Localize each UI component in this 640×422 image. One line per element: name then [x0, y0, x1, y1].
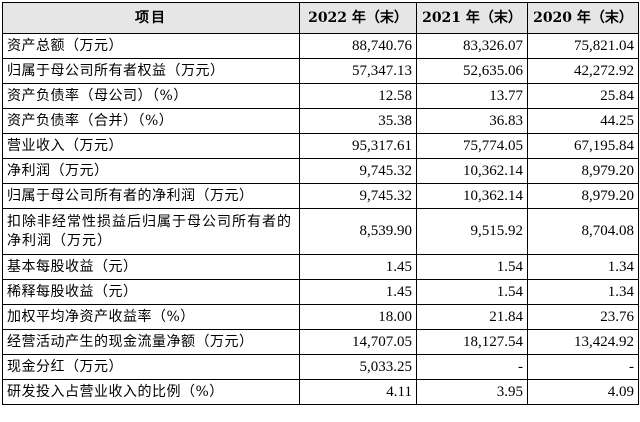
value-2021: 52,635.06 [416, 58, 528, 84]
row-label: 净利润（万元） [2, 158, 300, 184]
value-2020: 13,424.92 [527, 329, 639, 355]
value-2022: 5,033.25 [299, 354, 417, 380]
row-label: 基本每股收益（元） [2, 254, 300, 280]
table-row: 资产负债率（合并）（%） 35.38 36.83 44.25 [2, 108, 639, 134]
value-2021: 75,774.05 [416, 133, 528, 159]
row-label: 研发投入占营业收入的比例（%） [2, 379, 300, 405]
row-label: 资产总额（万元） [2, 33, 300, 59]
row-label: 归属于母公司所有者权益（万元） [2, 58, 300, 84]
table-row: 资产总额（万元） 88,740.76 83,326.07 75,821.04 [2, 33, 639, 59]
value-2022: 9,745.32 [299, 183, 417, 209]
table-row: 现金分红（万元） 5,033.25 - - [2, 354, 639, 380]
table-header-row: 项目 2022 年（末） 2021 年（末） 2020 年（末） [2, 2, 639, 34]
value-2020: 23.76 [527, 304, 639, 330]
value-2021: 10,362.14 [416, 158, 528, 184]
header-year-2022: 2022 年（末） [299, 2, 417, 34]
table-row: 基本每股收益（元） 1.45 1.54 1.34 [2, 254, 639, 280]
value-2020: 8,979.20 [527, 183, 639, 209]
value-2022: 1.45 [299, 254, 417, 280]
row-label: 稀释每股收益（元） [2, 279, 300, 305]
row-label: 加权平均净资产收益率（%） [2, 304, 300, 330]
row-label: 资产负债率（合并）（%） [2, 108, 300, 134]
value-2020: 67,195.84 [527, 133, 639, 159]
value-2021: 1.54 [416, 279, 528, 305]
row-label: 资产负债率（母公司）（%） [2, 83, 300, 109]
value-2022: 12.58 [299, 83, 417, 109]
table-row: 研发投入占营业收入的比例（%） 4.11 3.95 4.09 [2, 379, 639, 405]
value-2021: 10,362.14 [416, 183, 528, 209]
value-2020: 1.34 [527, 254, 639, 280]
value-2022: 4.11 [299, 379, 417, 405]
row-label: 营业收入（万元） [2, 133, 300, 159]
value-2021: 18,127.54 [416, 329, 528, 355]
value-2021: 83,326.07 [416, 33, 528, 59]
value-2022: 8,539.90 [299, 208, 417, 255]
value-2020: 1.34 [527, 279, 639, 305]
financial-data-table: 项目 2022 年（末） 2021 年（末） 2020 年（末） 资产总额（万元… [2, 2, 639, 405]
value-2021: 3.95 [416, 379, 528, 405]
table-row: 净利润（万元） 9,745.32 10,362.14 8,979.20 [2, 158, 639, 184]
row-label: 现金分红（万元） [2, 354, 300, 380]
value-2021: 36.83 [416, 108, 528, 134]
header-year-2021: 2021 年（末） [416, 2, 528, 34]
value-2022: 1.45 [299, 279, 417, 305]
value-2022: 18.00 [299, 304, 417, 330]
row-label: 经营活动产生的现金流量净额（万元） [2, 329, 300, 355]
value-2021: 13.77 [416, 83, 528, 109]
value-2020: 42,272.92 [527, 58, 639, 84]
table-row: 加权平均净资产收益率（%） 18.00 21.84 23.76 [2, 304, 639, 330]
header-item: 项目 [2, 2, 300, 34]
table-row: 资产负债率（母公司）（%） 12.58 13.77 25.84 [2, 83, 639, 109]
table-row: 营业收入（万元） 95,317.61 75,774.05 67,195.84 [2, 133, 639, 159]
value-2020: 8,979.20 [527, 158, 639, 184]
value-2020: 25.84 [527, 83, 639, 109]
header-year-2020: 2020 年（末） [527, 2, 639, 34]
table-row: 扣除非经常性损益后归属于母公司所有者的净利润（万元） 8,539.90 9,51… [2, 208, 639, 255]
value-2022: 14,707.05 [299, 329, 417, 355]
value-2020: 8,704.08 [527, 208, 639, 255]
value-2021: 21.84 [416, 304, 528, 330]
value-2020: 44.25 [527, 108, 639, 134]
table-row: 归属于母公司所有者的净利润（万元） 9,745.32 10,362.14 8,9… [2, 183, 639, 209]
table-row: 经营活动产生的现金流量净额（万元） 14,707.05 18,127.54 13… [2, 329, 639, 355]
value-2022: 57,347.13 [299, 58, 417, 84]
value-2021: 9,515.92 [416, 208, 528, 255]
value-2022: 9,745.32 [299, 158, 417, 184]
row-label: 归属于母公司所有者的净利润（万元） [2, 183, 300, 209]
value-2022: 35.38 [299, 108, 417, 134]
value-2021: 1.54 [416, 254, 528, 280]
value-2020: 75,821.04 [527, 33, 639, 59]
value-2022: 88,740.76 [299, 33, 417, 59]
row-label: 扣除非经常性损益后归属于母公司所有者的净利润（万元） [2, 208, 300, 255]
value-2020: 4.09 [527, 379, 639, 405]
value-2022: 95,317.61 [299, 133, 417, 159]
table-row: 稀释每股收益（元） 1.45 1.54 1.34 [2, 279, 639, 305]
table-row: 归属于母公司所有者权益（万元） 57,347.13 52,635.06 42,2… [2, 58, 639, 84]
value-2021: - [416, 354, 528, 380]
value-2020: - [527, 354, 639, 380]
